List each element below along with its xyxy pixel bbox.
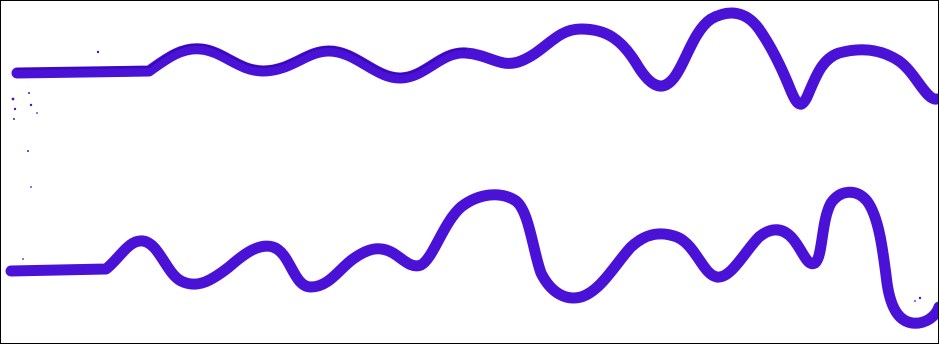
lower-speckles xyxy=(22,258,922,302)
lower-waveform-stroke xyxy=(5,186,938,329)
upper-waveform-stroke xyxy=(11,7,938,110)
upper-waveform-edge xyxy=(16,43,467,76)
lower-waveform xyxy=(5,186,938,329)
upper-speckles xyxy=(11,50,100,188)
upper-waveform xyxy=(11,7,938,188)
